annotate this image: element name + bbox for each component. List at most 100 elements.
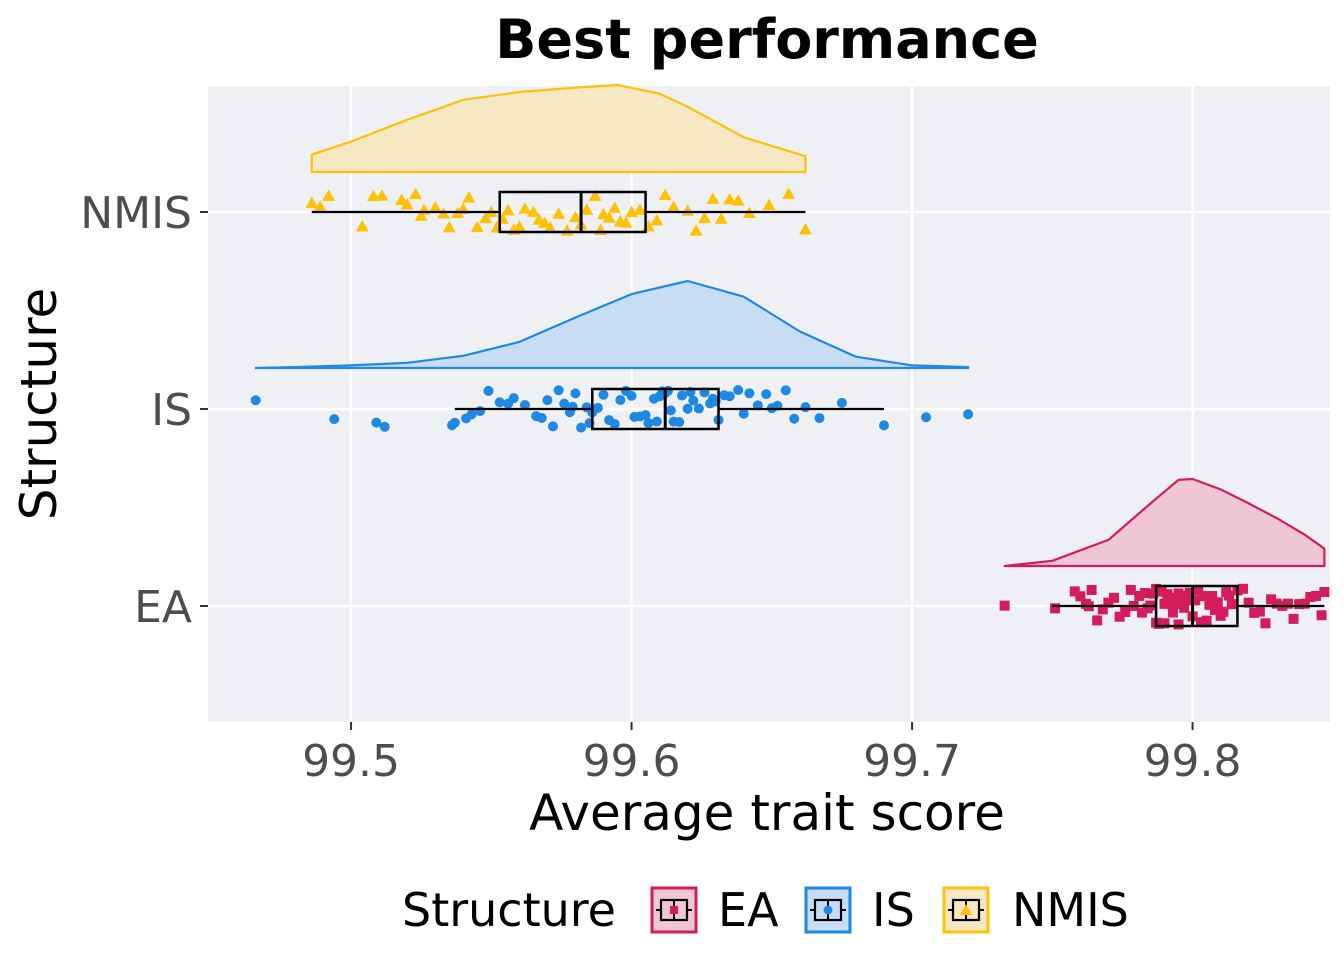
point-is <box>665 405 676 416</box>
point-nmis <box>658 188 672 200</box>
legend-label-is: IS <box>872 883 915 937</box>
point-is <box>536 413 547 424</box>
point-nmis <box>723 192 737 205</box>
point-ea <box>1190 595 1201 606</box>
point-nmis <box>428 200 442 213</box>
legend-label-ea: EA <box>718 883 779 937</box>
point-nmis <box>762 198 776 210</box>
point-nmis <box>602 211 616 223</box>
point-nmis <box>538 216 552 228</box>
point-nmis <box>518 202 532 214</box>
point-nmis <box>322 189 336 201</box>
point-ea <box>1299 598 1310 609</box>
legend-title: Structure <box>402 883 616 937</box>
point-is <box>814 413 825 424</box>
point-ea <box>1181 594 1192 605</box>
point-nmis <box>462 191 476 203</box>
point-is <box>483 385 494 396</box>
point-ea <box>1209 604 1220 615</box>
point-ea <box>1305 592 1316 603</box>
point-ea <box>1288 613 1299 624</box>
point-ea <box>1137 607 1148 618</box>
point-ea <box>1294 599 1305 610</box>
point-nmis <box>400 198 414 210</box>
point-ea <box>999 600 1010 611</box>
point-is <box>559 398 570 409</box>
density-nmis <box>310 83 807 174</box>
point-nmis <box>375 189 389 201</box>
point-ea <box>1243 597 1254 608</box>
point-ea <box>1134 590 1145 601</box>
point-is <box>329 414 340 425</box>
y-axis-title: Structure <box>10 288 68 521</box>
point-ea <box>1184 587 1195 598</box>
point-ea <box>1310 590 1321 601</box>
point-ea <box>1218 606 1229 617</box>
point-is <box>466 409 477 420</box>
point-nmis <box>588 189 602 201</box>
x-axis-title: Average trait score <box>529 784 1005 842</box>
y-tick-label: IS <box>151 385 192 436</box>
point-is <box>379 421 390 432</box>
point-is <box>761 389 772 400</box>
box-is <box>591 387 720 431</box>
point-ea <box>1162 589 1173 600</box>
point-is <box>508 393 519 404</box>
point-ea <box>1271 598 1282 609</box>
point-is <box>371 417 382 428</box>
point-is <box>744 388 755 399</box>
point-ea <box>1260 618 1271 629</box>
point-ea <box>1224 590 1235 601</box>
point-ea <box>1075 591 1086 602</box>
point-is <box>836 397 847 408</box>
density-is <box>254 279 970 370</box>
point-nmis <box>409 187 423 200</box>
point-nmis <box>501 203 515 216</box>
point-ea <box>1086 584 1097 595</box>
point-nmis <box>568 210 582 223</box>
point-ea <box>1179 602 1190 613</box>
point-nmis <box>512 220 526 232</box>
point-ea <box>1254 606 1265 617</box>
point-is <box>688 395 699 406</box>
point-ea <box>1212 597 1223 608</box>
point-ea <box>1159 618 1170 629</box>
point-is <box>576 422 587 433</box>
point-is <box>519 399 530 410</box>
point-ea <box>1195 617 1206 628</box>
point-ea <box>1173 588 1184 599</box>
point-nmis <box>580 203 594 215</box>
point-nmis <box>355 219 369 232</box>
point-nmis <box>731 194 745 206</box>
point-is <box>567 401 578 412</box>
x-axis: 99.5 99.6 99.7 99.8 <box>302 722 1242 787</box>
point-is <box>449 417 460 428</box>
point-nmis <box>305 196 319 209</box>
legend-key-marker <box>823 905 833 915</box>
point-nmis <box>552 207 566 219</box>
legend-key-marker <box>960 904 972 915</box>
point-ea <box>1120 606 1131 617</box>
point-is <box>570 388 581 399</box>
point-is <box>548 421 559 432</box>
legend-key-marker <box>670 906 678 914</box>
point-nmis <box>608 201 622 213</box>
x-tick-label: 99.6 <box>583 736 681 787</box>
point-nmis <box>689 224 703 236</box>
point-nmis <box>395 193 409 206</box>
point-ea <box>1173 619 1184 630</box>
point-ea <box>1282 598 1293 609</box>
point-nmis <box>697 211 711 224</box>
point-ea <box>1198 591 1209 602</box>
box-ea <box>1154 584 1239 628</box>
x-tick-label: 99.8 <box>1144 736 1242 787</box>
point-nmis <box>650 213 664 226</box>
point-nmis <box>526 205 540 217</box>
y-tick-label: NMIS <box>80 188 192 239</box>
point-nmis <box>619 216 633 228</box>
point-nmis <box>798 222 812 235</box>
point-ea <box>1139 588 1150 599</box>
legend: Structure EA IS NMIS <box>402 883 1129 937</box>
point-is <box>250 395 261 406</box>
